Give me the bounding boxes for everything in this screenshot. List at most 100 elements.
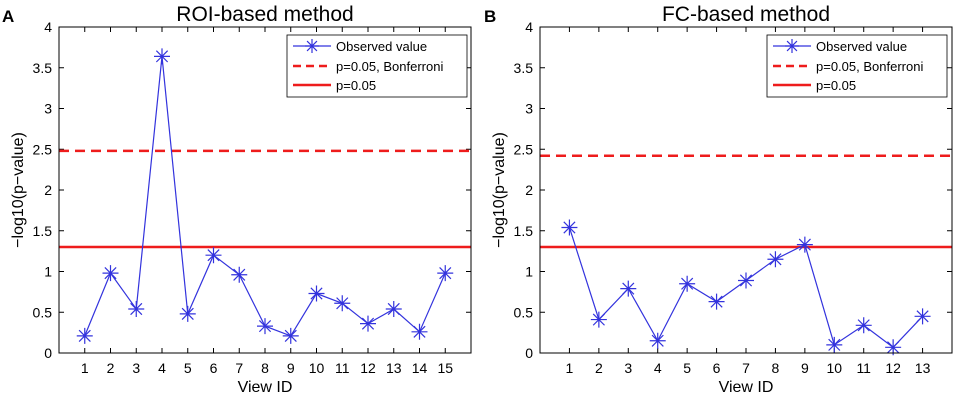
panel-a-legend-label-bonferroni: p=0.05, Bonferroni [336, 59, 443, 74]
panel-a-legend: Observed value p=0.05, Bonferroni p=0.05 [286, 34, 468, 98]
panel-a-data-point [102, 265, 119, 282]
panel-b-data-point [708, 293, 725, 310]
panel-a-ytick-label: 2 [44, 182, 52, 198]
panel-a-data-point [231, 266, 248, 283]
panel-b-xtick-label: 10 [826, 360, 842, 376]
panel-a-xtick-label: 2 [107, 360, 115, 376]
panel-a-xtick-label: 1 [81, 360, 89, 376]
panel-b-ytick-label: 4 [525, 19, 533, 35]
panel-a-legend-box [286, 34, 468, 98]
panel-b-ytick-label: 1.5 [514, 223, 534, 239]
panel-b-ytick-label: 3.5 [514, 60, 534, 76]
panel-b-data-point [885, 339, 902, 356]
panel-a-xtick-label: 10 [309, 360, 325, 376]
panel-b-data-point [679, 275, 696, 292]
panel-b-xtick-label: 5 [683, 360, 691, 376]
panel-a-ytick-label: 4 [44, 19, 52, 35]
panel-a-legend-label-p005: p=0.05 [336, 78, 376, 93]
panel-b-xtick-label: 9 [801, 360, 809, 376]
panel-b-data-point [796, 236, 813, 253]
panel-b-xtick-label: 2 [595, 360, 603, 376]
panel-a-xtick-label: 6 [210, 360, 218, 376]
panel-b-data-point [561, 219, 578, 236]
panel-a-data-point [437, 265, 454, 282]
panel-b-xtick-label: 8 [772, 360, 780, 376]
panel-a-data-point [334, 295, 351, 312]
panel-b: B FC-based method −log10(p−value) View I… [484, 3, 953, 396]
panel-b-xtick-label: 12 [885, 360, 901, 376]
panel-b-xtick-label: 1 [566, 360, 574, 376]
panel-a-ticks: 00.511.522.533.541 2 3 4 5 6 7 8 9 10 11 12 13 14 15 [33, 19, 471, 376]
panel-a-data-point [128, 300, 145, 317]
panel-b-data-point [590, 311, 607, 328]
panel-b-legend: Observed value p=0.05, Bonferroni p=0.05 [766, 34, 948, 98]
panel-b-legend-star-icon [785, 39, 799, 53]
panel-b-ytick-label: 0.5 [514, 304, 534, 320]
panel-a-xtick-label: 15 [437, 360, 453, 376]
panel-a-data-point [205, 247, 222, 264]
panel-b-xtick-label: 6 [713, 360, 721, 376]
panel-b-ytick-label: 2.5 [514, 141, 534, 157]
panel-b-data-point [767, 251, 784, 268]
panel-b-data-point [855, 317, 872, 334]
panel-a-legend-star-marker [305, 39, 319, 53]
panel-b-axes-box [539, 26, 953, 354]
panel-a-series-line [84, 56, 446, 337]
panel-a-ytick-label: 1.5 [33, 223, 53, 239]
panel-b-xtick-label: 13 [915, 360, 931, 376]
panel-b-xlabel: View ID [719, 379, 774, 396]
panel-a-xtick-label: 3 [132, 360, 140, 376]
panel-a-ytick-label: 0 [44, 345, 52, 361]
panel-a-legend-star-icon [305, 39, 319, 53]
panel-a-plot [59, 48, 471, 344]
panel-a-xtick-label: 14 [412, 360, 428, 376]
panel-a-letter: A [2, 7, 14, 26]
panel-b-data-point [826, 336, 843, 353]
panel-a-xtick-label: 7 [235, 360, 243, 376]
panel-a-ylabel: −log10(p−value) [10, 132, 27, 248]
panel-a-xtick-label: 4 [158, 360, 166, 376]
panel-b-ytick-label: 2 [525, 182, 533, 198]
panel-a-data-point [308, 285, 325, 302]
panel-b-ylabel: −log10(p−value) [491, 132, 508, 248]
panel-a-xlabel: View ID [238, 379, 293, 396]
panel-a-data-point [385, 300, 402, 317]
panel-b-legend-star-marker [785, 39, 799, 53]
panel-a: A ROI-based method −log10(p−value) View … [2, 3, 472, 396]
panel-a-ytick-label: 3.5 [33, 60, 53, 76]
panel-a-data-point [154, 48, 170, 65]
panel-a-ytick-label: 3 [44, 101, 52, 117]
panel-a-ytick-label: 0.5 [33, 304, 53, 320]
panel-a-xtick-label: 13 [386, 360, 402, 376]
panel-a-ytick-label: 2.5 [33, 141, 53, 157]
panel-b-letter: B [484, 7, 496, 26]
panel-b-xtick-label: 3 [624, 360, 632, 376]
panel-b-xtick-label: 11 [856, 360, 871, 376]
panel-a-axes-box [58, 26, 472, 354]
panel-b-legend-label-bonferroni: p=0.05, Bonferroni [816, 59, 923, 74]
panel-a-title: ROI-based method [176, 3, 353, 26]
panel-b-data-point [738, 272, 754, 289]
panel-b-legend-label-p005: p=0.05 [816, 78, 856, 93]
panel-a-ytick-label: 1 [44, 264, 52, 280]
panel-a-data-point [411, 323, 428, 340]
panel-b-plot [540, 154, 952, 356]
panel-b-data-point [914, 308, 931, 325]
panel-a-legend-label-observed: Observed value [336, 39, 427, 54]
panel-a-data-point [282, 327, 299, 344]
panel-b-xtick-label: 4 [654, 360, 662, 376]
panel-a-xtick-label: 11 [335, 360, 350, 376]
panel-a-xtick-label: 9 [287, 360, 295, 376]
panel-b-ticks: 00.511.522.533.541 2 3 4 5 6 7 8 9 10 11 12 13 [514, 19, 952, 376]
panel-b-title: FC-based method [662, 3, 830, 26]
panel-b-xtick-label: 7 [742, 360, 750, 376]
panel-b-legend-box [766, 34, 948, 98]
panel-a-data-point [76, 327, 93, 344]
panel-b-data-point [649, 332, 666, 349]
panel-a-data-point [179, 305, 196, 322]
panel-a-data-point [257, 318, 273, 335]
panel-b-data-point [620, 280, 637, 297]
panel-a-xtick-label: 8 [261, 360, 269, 376]
panel-b-ytick-label: 0 [525, 345, 533, 361]
panel-b-legend-label-observed: Observed value [816, 39, 907, 54]
